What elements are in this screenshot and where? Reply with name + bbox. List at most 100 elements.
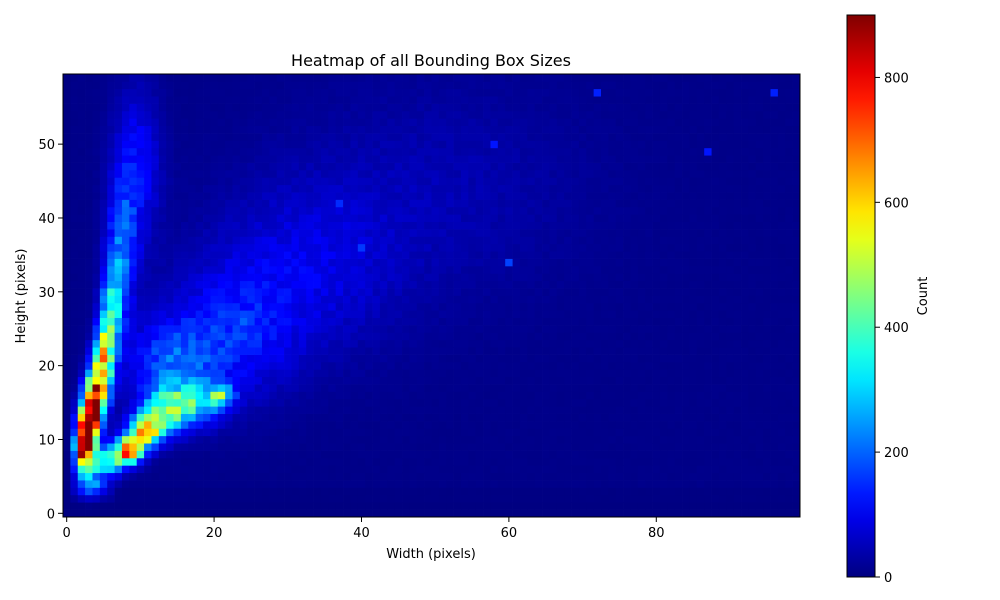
heatmap-cell <box>350 354 359 363</box>
heatmap-cell <box>180 280 189 289</box>
heatmap-cell <box>313 258 322 267</box>
heatmap-cell <box>225 325 233 333</box>
heatmap-cell <box>630 406 639 414</box>
heatmap-cell <box>438 155 447 163</box>
heatmap-cell <box>497 310 506 318</box>
heatmap-cell <box>328 147 337 156</box>
heatmap-cell <box>659 147 668 156</box>
heatmap-cell <box>755 406 764 414</box>
heatmap-cell <box>593 398 602 407</box>
heatmap-cell <box>652 339 661 348</box>
heatmap-cell <box>328 251 337 259</box>
heatmap-cell <box>770 317 779 326</box>
heatmap-cell <box>107 480 115 488</box>
heatmap-cell <box>571 421 580 429</box>
heatmap-cell <box>682 443 690 451</box>
heatmap-cell <box>188 147 197 156</box>
heatmap-cell <box>556 457 565 466</box>
heatmap-cell <box>239 421 248 429</box>
heatmap-cell <box>637 480 646 488</box>
heatmap-cell <box>763 221 771 230</box>
heatmap-cell <box>659 184 668 193</box>
heatmap-cell <box>424 435 432 444</box>
heatmap-cell <box>180 487 189 496</box>
heatmap-cell <box>203 192 211 200</box>
heatmap-cell <box>180 369 189 378</box>
heatmap-cell <box>217 199 226 208</box>
heatmap-cell <box>608 258 617 267</box>
heatmap-cell <box>291 421 300 429</box>
heatmap-cell <box>564 384 572 392</box>
heatmap-cell <box>608 354 617 363</box>
heatmap-cell <box>239 147 248 156</box>
heatmap-cell <box>210 339 219 348</box>
heatmap-cell <box>792 339 801 348</box>
heatmap-cell <box>173 428 182 437</box>
heatmap-cell <box>166 302 174 311</box>
heatmap-cell <box>741 229 749 237</box>
heatmap-cell <box>623 443 631 451</box>
heatmap-cell <box>468 376 477 385</box>
heatmap-cell <box>77 361 86 370</box>
heatmap-cell <box>144 302 152 311</box>
heatmap-cell <box>785 273 793 282</box>
heatmap-cell <box>284 251 292 259</box>
heatmap-cell <box>409 502 418 510</box>
heatmap-cell <box>490 155 499 163</box>
heatmap-cell <box>505 288 513 296</box>
heatmap-cell <box>306 494 314 503</box>
heatmap-cell <box>542 221 550 230</box>
heatmap-cell <box>166 406 174 414</box>
heatmap-cell <box>261 406 270 414</box>
heatmap-cell <box>166 465 174 474</box>
heatmap-cell <box>365 258 373 267</box>
heatmap-cell <box>379 384 388 392</box>
heatmap-cell <box>173 435 182 444</box>
heatmap-cell <box>173 457 182 466</box>
heatmap-cell <box>453 199 462 208</box>
heatmap-cell <box>608 480 617 488</box>
heatmap-cell <box>645 258 653 267</box>
heatmap-cell <box>674 472 683 481</box>
heatmap-cell <box>667 428 676 437</box>
heatmap-cell <box>593 192 602 200</box>
heatmap-cell <box>276 450 285 459</box>
heatmap-cell <box>269 509 278 518</box>
heatmap-cell <box>166 169 174 178</box>
heatmap-cell <box>77 155 86 163</box>
heatmap-cell <box>718 406 727 414</box>
heatmap-cell <box>335 361 344 370</box>
heatmap-cell <box>696 457 705 466</box>
heatmap-cell <box>770 169 779 178</box>
heatmap-cell <box>785 192 793 200</box>
heatmap-cell <box>298 384 307 392</box>
heatmap-cell <box>239 450 248 459</box>
heatmap-cell <box>542 184 550 193</box>
heatmap-cell <box>453 184 462 193</box>
heatmap-cell <box>416 457 425 466</box>
heatmap-cell <box>225 406 233 414</box>
heatmap-cell <box>659 332 668 341</box>
heatmap-cell <box>365 406 373 414</box>
heatmap-cell <box>696 169 705 178</box>
heatmap-cell <box>114 332 123 341</box>
heatmap-cell <box>225 288 233 296</box>
heatmap-cell <box>490 354 499 363</box>
heatmap-cell <box>777 206 786 215</box>
heatmap-cell <box>755 369 764 378</box>
heatmap-cell <box>158 502 167 510</box>
heatmap-cell <box>549 354 558 363</box>
heatmap-cell <box>402 169 410 178</box>
heatmap-cell <box>173 450 182 459</box>
heatmap-cell <box>387 192 395 200</box>
heatmap-cell <box>667 406 676 414</box>
heatmap-cell <box>637 457 646 466</box>
heatmap-cell <box>328 199 337 208</box>
heatmap-cell <box>763 339 771 348</box>
heatmap-cell <box>357 177 366 186</box>
heatmap-cell <box>785 487 793 496</box>
heatmap-cell <box>608 288 617 296</box>
heatmap-cell <box>674 376 683 385</box>
heatmap-cell <box>225 162 233 171</box>
heatmap-cell <box>527 229 536 237</box>
